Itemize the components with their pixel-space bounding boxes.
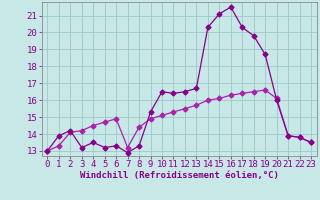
X-axis label: Windchill (Refroidissement éolien,°C): Windchill (Refroidissement éolien,°C) <box>80 171 279 180</box>
